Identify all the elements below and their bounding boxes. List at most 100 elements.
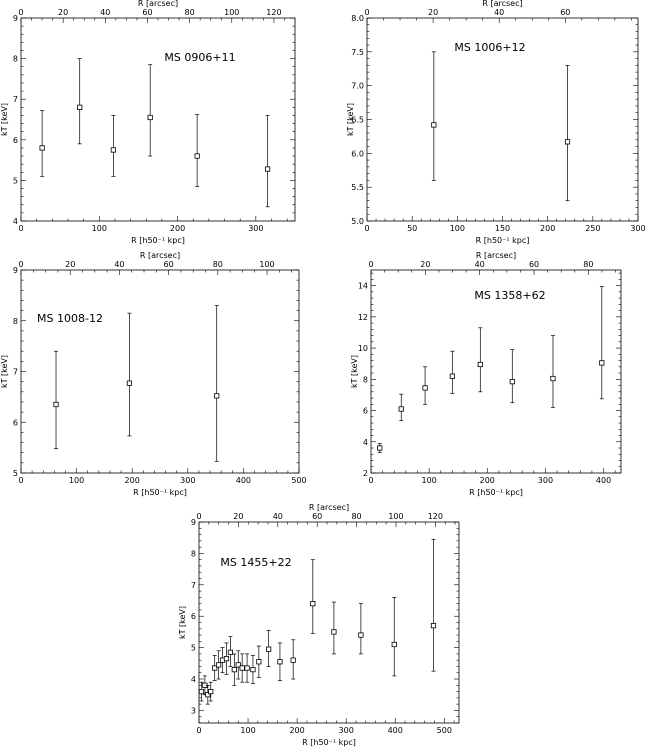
panel-title: MS 1455+22 <box>220 556 291 569</box>
x-tick-label: 200 <box>540 224 555 233</box>
y-tick-label: 7.5 <box>351 48 364 57</box>
data-point <box>599 360 605 366</box>
y-tick-label: 8.0 <box>351 14 364 23</box>
top-x-tick-label: 0 <box>18 8 23 17</box>
y-tick-label: 6.0 <box>351 149 364 158</box>
top-x-tick-label: 80 <box>583 260 593 269</box>
top-x-tick-label: 80 <box>185 8 195 17</box>
top-x-tick-label: 80 <box>213 260 223 269</box>
x-tick-label: 100 <box>92 224 107 233</box>
y-tick-label: 9 <box>13 14 18 23</box>
data-point <box>235 662 241 668</box>
x-tick-label: 300 <box>339 726 354 735</box>
x-axis-label: R [h50⁻¹ kpc] <box>302 738 356 747</box>
data-point <box>331 629 337 635</box>
data-point <box>509 379 515 385</box>
panel-title: MS 1358+62 <box>474 289 545 302</box>
x-tick-label: 200 <box>289 726 304 735</box>
x-tick-label: 250 <box>585 224 600 233</box>
y-tick-label: 5.5 <box>351 183 364 192</box>
y-tick-label: 4 <box>363 438 368 447</box>
top-x-axis-label: R [arcsec] <box>482 0 522 8</box>
y-axis-label: kT [keV] <box>350 355 359 388</box>
top-x-tick-label: 40 <box>494 8 504 17</box>
x-tick-label: 300 <box>630 224 645 233</box>
top-x-tick-label: 40 <box>475 260 485 269</box>
data-point <box>77 104 83 110</box>
plot-frame <box>198 521 460 724</box>
y-tick-label: 7 <box>13 95 18 104</box>
x-tick-label: 0 <box>18 476 23 485</box>
x-tick-label: 200 <box>125 476 140 485</box>
data-point <box>231 667 237 673</box>
y-tick-label: 7 <box>13 368 18 377</box>
data-point <box>250 667 256 673</box>
x-tick-label: 500 <box>437 726 452 735</box>
data-point <box>198 688 205 695</box>
plot-frame <box>20 17 296 222</box>
x-tick-label: 400 <box>388 726 403 735</box>
top-x-tick-label: 120 <box>266 8 281 17</box>
top-x-tick-label: 60 <box>560 8 570 17</box>
x-tick-label: 200 <box>170 224 185 233</box>
data-point <box>205 692 211 698</box>
top-x-axis-label: R [arcsec] <box>476 251 516 260</box>
y-tick-label: 5 <box>13 176 18 185</box>
data-point <box>244 665 250 671</box>
panel-1: 0 100 200 300 0 20 40 60 80 100 120 4 5 6 7 8 9 R [h50⁻¹ … <box>0 0 296 245</box>
data-point <box>126 380 133 386</box>
y-tick-label: 5 <box>13 469 18 478</box>
data-point <box>398 406 404 412</box>
x-tick-label: 200 <box>480 476 495 485</box>
data-point <box>110 147 116 153</box>
panel-3: 0 100 200 300 400 500 0 20 40 60 80 100 5 6 7 8 9 R [h50⁻… <box>0 251 307 497</box>
data-point <box>266 646 272 652</box>
x-tick-label: 100 <box>240 726 255 735</box>
y-tick-label: 8 <box>363 375 368 384</box>
data-point <box>256 659 262 665</box>
panel-title: MS 1006+12 <box>454 41 525 54</box>
top-x-tick-label: 20 <box>428 8 438 17</box>
top-x-tick-label: 60 <box>142 8 152 17</box>
data-point <box>564 139 571 145</box>
x-tick-label: 400 <box>236 476 251 485</box>
top-x-tick-label: 20 <box>65 260 75 269</box>
top-x-tick-label: 80 <box>351 512 361 521</box>
y-tick-label: 8 <box>13 55 18 64</box>
top-x-axis-label: R [arcsec] <box>140 251 180 260</box>
x-tick-label: 0 <box>368 476 373 485</box>
data-point <box>430 623 437 629</box>
plot-frame <box>20 269 300 474</box>
y-tick-label: 6.5 <box>351 116 364 125</box>
panel-title: MS 0906+11 <box>164 51 235 64</box>
y-tick-label: 5.0 <box>351 217 364 226</box>
top-x-tick-label: 40 <box>114 260 124 269</box>
data-point <box>377 445 383 451</box>
data-point <box>147 114 153 121</box>
top-x-tick-label: 0 <box>18 260 23 269</box>
x-tick-label: 300 <box>180 476 195 485</box>
data-point <box>277 659 283 665</box>
top-x-tick-label: 0 <box>364 8 369 17</box>
top-x-tick-label: 60 <box>312 512 322 521</box>
x-tick-label: 100 <box>421 476 436 485</box>
data-point <box>208 688 214 695</box>
y-tick-label: 6 <box>363 407 368 416</box>
data-point <box>550 375 556 382</box>
y-tick-label: 6 <box>13 418 18 427</box>
data-point <box>39 145 45 151</box>
y-tick-label: 7 <box>191 581 196 590</box>
data-point <box>227 649 233 655</box>
top-x-tick-label: 60 <box>164 260 174 269</box>
top-x-tick-label: 100 <box>388 512 403 521</box>
data-point <box>223 656 230 662</box>
data-point <box>212 665 218 671</box>
top-x-tick-label: 20 <box>420 260 430 269</box>
x-axis-label: R [h50⁻¹ kpc] <box>469 488 523 497</box>
x-tick-label: 300 <box>248 224 263 233</box>
data-point <box>431 122 437 128</box>
x-tick-label: 150 <box>495 224 510 233</box>
y-tick-label: 4 <box>13 217 18 226</box>
panel-5: 0 100 200 300 400 500 0 20 40 60 80 100 120 3 4 5 6 7 8 9 R … <box>178 503 460 747</box>
top-x-tick-label: 60 <box>529 260 539 269</box>
